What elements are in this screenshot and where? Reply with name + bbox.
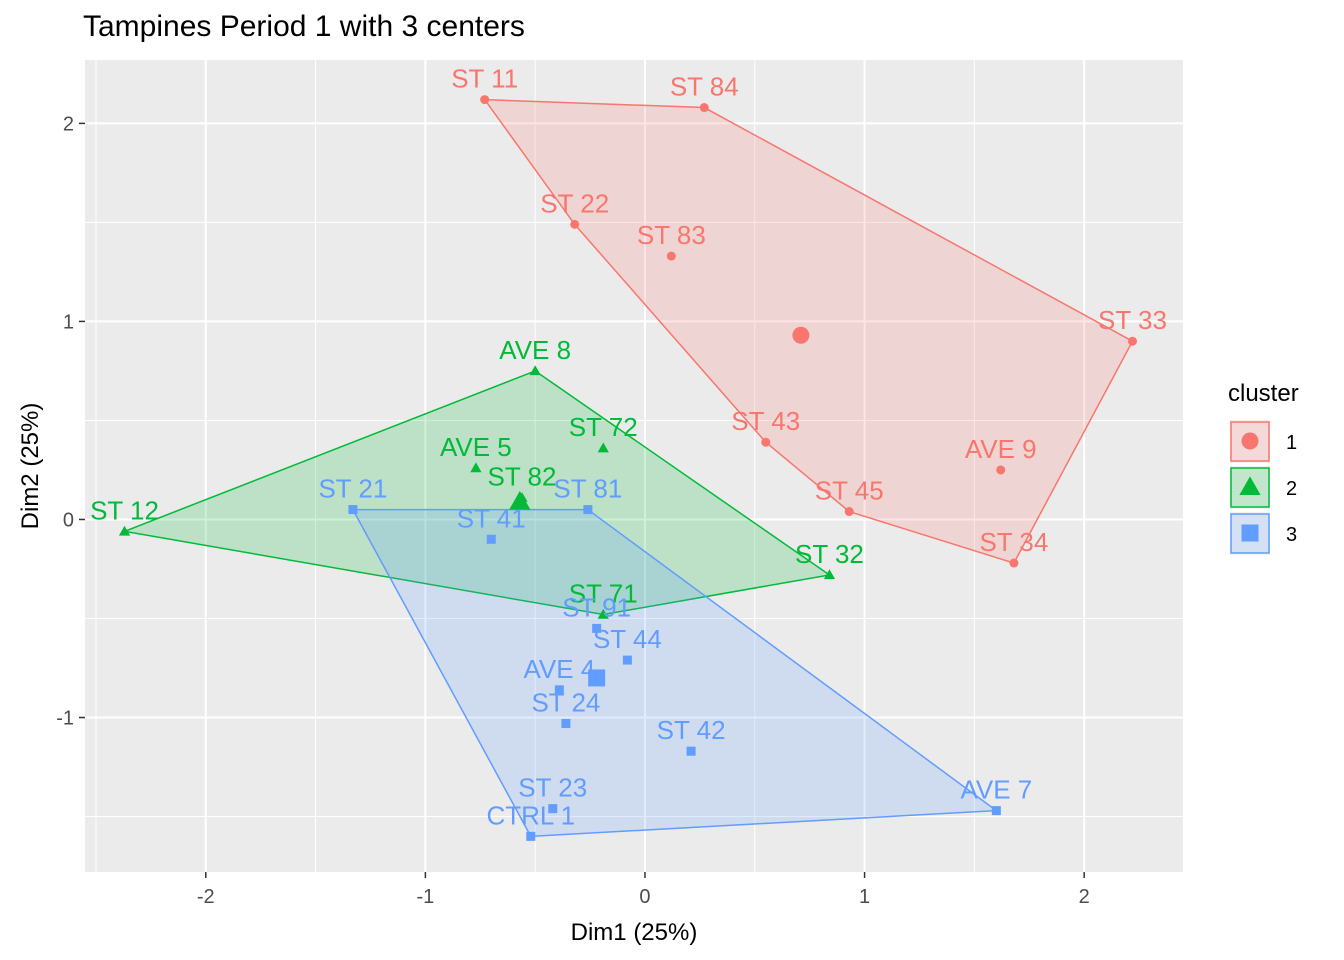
y-axis-title: Dim2 (25%)	[17, 403, 44, 530]
point-labels: ST 11 ST 84 ST 22 ST 83 ST 33 ST 43 AVE 9 ST 45…	[90, 64, 1167, 831]
label-st-32: ST 32	[795, 539, 864, 569]
point-st-22	[570, 219, 580, 229]
label-st-42: ST 42	[657, 715, 726, 745]
legend-marker-3	[1241, 524, 1259, 542]
center-cluster-2	[509, 491, 531, 510]
chart-title: Tampines Period 1 with 3 centers	[83, 10, 525, 43]
point-ave-8	[529, 365, 541, 376]
point-st-83	[666, 251, 676, 261]
point-st-42	[686, 746, 696, 756]
point-ave-5	[470, 462, 482, 473]
label-st-41: ST 41	[457, 503, 526, 533]
point-st-34	[1009, 558, 1019, 568]
point-st-24	[561, 718, 571, 728]
label-st-45: ST 45	[815, 476, 884, 506]
point-st-72	[597, 442, 609, 453]
hull-cluster-1	[483, 98, 1134, 564]
legend: 1 2 3	[1230, 420, 1297, 555]
point-st-33	[1127, 336, 1137, 346]
label-ave-4: AVE 4	[523, 654, 595, 684]
cluster-hulls	[121, 98, 1134, 838]
point-st-45	[844, 507, 854, 517]
cluster-points	[118, 95, 1137, 841]
point-ave-4	[554, 685, 564, 695]
label-st-22: ST 22	[540, 188, 609, 218]
legend-key-1	[1230, 421, 1270, 462]
y-tick-label: 2	[63, 113, 74, 135]
x-tick-label: 0	[639, 886, 650, 908]
legend-title: cluster	[1228, 380, 1299, 407]
y-tick-label: 0	[63, 509, 74, 531]
x-axis-title: Dim1 (25%)	[571, 919, 698, 946]
grid-minor	[85, 60, 1183, 872]
point-st-11	[480, 95, 490, 105]
label-st-23: ST 23	[518, 773, 587, 803]
point-ave-9	[996, 465, 1006, 475]
x-tick-label: 1	[859, 886, 870, 908]
label-st-71: ST 71	[569, 579, 638, 609]
point-st-44	[622, 655, 632, 665]
label-st-11: ST 11	[451, 64, 518, 94]
point-st-43	[761, 437, 771, 447]
label-ave-7: AVE 7	[960, 775, 1032, 805]
point-st-23	[548, 804, 558, 814]
label-ave-9: AVE 9	[965, 434, 1037, 464]
label-ave-5: AVE 5	[440, 432, 512, 462]
label-st-83: ST 83	[637, 220, 706, 250]
label-st-21: ST 21	[318, 474, 387, 504]
point-ave-7	[991, 806, 1001, 816]
y-tick-label: -1	[56, 708, 74, 730]
label-st-24: ST 24	[531, 687, 600, 717]
point-st-41	[486, 534, 496, 544]
legend-label-2: 2	[1286, 478, 1297, 500]
point-st-71	[597, 608, 609, 619]
label-st-44: ST 44	[593, 624, 662, 654]
point-st-81	[583, 505, 593, 515]
label-st-72: ST 72	[569, 412, 638, 442]
label-st-82: ST 82	[488, 462, 557, 492]
legend-marker-1	[1241, 432, 1259, 450]
center-cluster-3	[588, 669, 606, 687]
x-tick-label: -2	[197, 886, 215, 908]
point-ctrl-1	[526, 831, 536, 841]
point-st-91	[592, 623, 602, 633]
x-tick-label: -1	[416, 886, 434, 908]
legend-marker-2	[1239, 476, 1261, 495]
point-st-21	[348, 505, 358, 515]
x-tick-label: 2	[1079, 886, 1090, 908]
label-ctrl-1: CTRL 1	[486, 800, 575, 830]
label-st-12: ST 12	[90, 495, 159, 525]
label-st-81: ST 81	[553, 474, 622, 504]
y-axis-ticks: -1 0 1 2	[56, 113, 85, 730]
legend-label-3: 3	[1286, 524, 1297, 546]
x-axis-ticks: -2 -1 0 1 2	[197, 872, 1090, 908]
cluster-centers	[509, 326, 810, 687]
label-st-33: ST 33	[1098, 305, 1167, 335]
label-st-91: ST 91	[562, 592, 631, 622]
point-st-84	[699, 103, 709, 113]
label-st-34: ST 34	[979, 527, 1048, 557]
label-st-43: ST 43	[731, 406, 800, 436]
label-st-84: ST 84	[670, 72, 739, 102]
y-tick-label: 1	[63, 311, 74, 333]
legend-label-1: 1	[1286, 432, 1297, 454]
point-st-32	[823, 569, 836, 580]
label-ave-8: AVE 8	[499, 335, 571, 365]
center-cluster-1	[792, 326, 810, 344]
point-st-12	[118, 525, 131, 536]
